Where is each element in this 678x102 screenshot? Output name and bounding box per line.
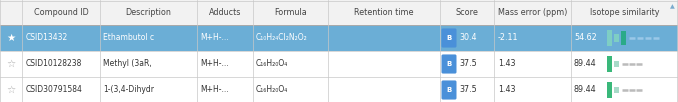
Text: C₁₆H₂₀O₄: C₁₆H₂₀O₄ xyxy=(256,85,288,94)
Text: -2.11: -2.11 xyxy=(498,33,519,43)
Text: Retention time: Retention time xyxy=(354,8,414,17)
Bar xyxy=(607,56,612,72)
FancyBboxPatch shape xyxy=(441,80,456,100)
Text: B: B xyxy=(446,35,452,41)
Text: 89.44: 89.44 xyxy=(574,59,597,69)
Text: M+H-...: M+H-... xyxy=(200,59,228,69)
Bar xyxy=(0,51,678,77)
Bar xyxy=(607,82,612,98)
Text: ▲: ▲ xyxy=(671,4,675,9)
Text: ☆: ☆ xyxy=(6,85,16,95)
Bar xyxy=(0,77,678,102)
Text: 1.43: 1.43 xyxy=(498,85,515,94)
Text: 89.44: 89.44 xyxy=(574,85,597,94)
Bar xyxy=(621,31,626,45)
Text: Compound ID: Compound ID xyxy=(34,8,88,17)
Text: B: B xyxy=(446,61,452,67)
Text: Description: Description xyxy=(125,8,172,17)
FancyBboxPatch shape xyxy=(441,28,456,48)
Text: CSID13432: CSID13432 xyxy=(26,33,68,43)
Bar xyxy=(0,0,678,25)
Text: M+H-...: M+H-... xyxy=(200,33,228,43)
Text: 54.62: 54.62 xyxy=(574,33,597,43)
Text: Mass error (ppm): Mass error (ppm) xyxy=(498,8,567,17)
Text: 37.5: 37.5 xyxy=(459,85,477,94)
Text: Isotope similarity: Isotope similarity xyxy=(590,8,659,17)
Text: Formula: Formula xyxy=(274,8,307,17)
Text: CSID30791584: CSID30791584 xyxy=(26,85,83,94)
Text: 30.4: 30.4 xyxy=(459,33,477,43)
Text: 37.5: 37.5 xyxy=(459,59,477,69)
Text: ★: ★ xyxy=(6,33,16,43)
Bar xyxy=(614,87,619,93)
Text: C₁₀H₂₄Cl₂N₂O₂: C₁₀H₂₄Cl₂N₂O₂ xyxy=(256,33,308,43)
Text: Methyl (3aR,: Methyl (3aR, xyxy=(103,59,152,69)
Bar xyxy=(614,61,619,67)
Text: M+H-...: M+H-... xyxy=(200,85,228,94)
Text: C₁₆H₂₀O₄: C₁₆H₂₀O₄ xyxy=(256,59,288,69)
Text: 1-(3,4-Dihydr: 1-(3,4-Dihydr xyxy=(103,85,154,94)
Text: Score: Score xyxy=(456,8,479,17)
Text: B: B xyxy=(446,87,452,93)
Bar xyxy=(607,30,612,46)
Bar xyxy=(614,34,619,42)
Bar xyxy=(0,25,678,51)
Text: ☆: ☆ xyxy=(6,59,16,69)
Text: Adducts: Adducts xyxy=(209,8,241,17)
FancyBboxPatch shape xyxy=(441,54,456,74)
Text: Ethambutol c: Ethambutol c xyxy=(103,33,154,43)
Text: CSID10128238: CSID10128238 xyxy=(26,59,82,69)
Text: 1.43: 1.43 xyxy=(498,59,515,69)
